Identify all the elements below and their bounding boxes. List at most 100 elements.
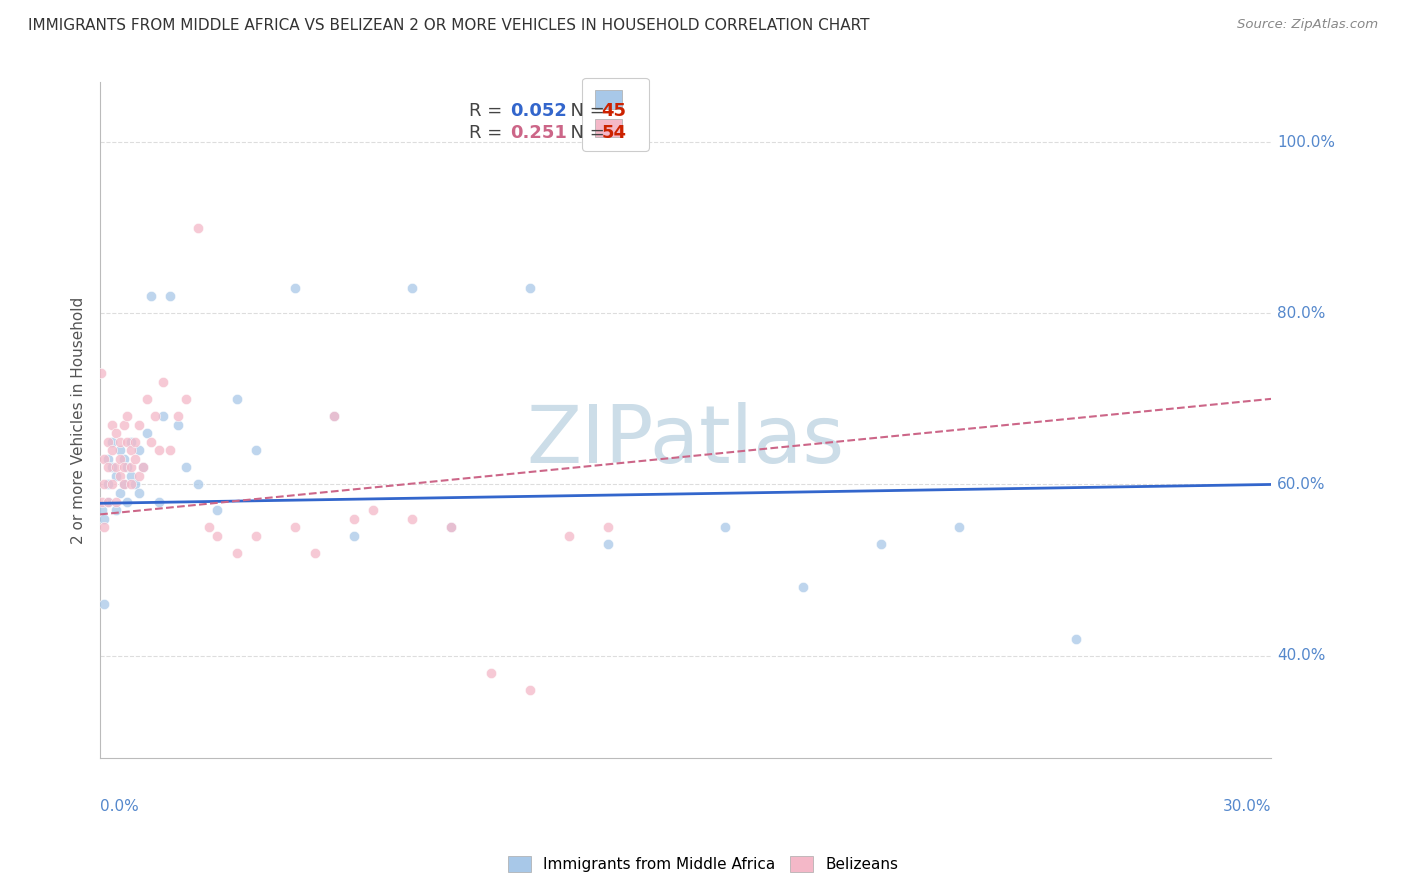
Point [440, 520, 463, 534]
Point [304, 546, 326, 560]
Text: 0.251: 0.251 [510, 124, 567, 142]
Point [440, 520, 463, 534]
Point [187, 220, 209, 235]
Point [93, 477, 115, 491]
Point [207, 529, 229, 543]
Point [139, 434, 162, 449]
Point [596, 520, 619, 534]
Point [596, 537, 619, 551]
Point [108, 434, 131, 449]
Point [167, 409, 190, 423]
Point [207, 503, 229, 517]
Point [148, 443, 170, 458]
Point [97, 477, 120, 491]
Point [97, 434, 120, 449]
Point [519, 280, 541, 294]
Point [93, 511, 115, 525]
Point [120, 477, 142, 491]
Point [112, 451, 135, 466]
Point [128, 417, 150, 432]
Point [104, 503, 127, 517]
Legend: , : , [582, 78, 648, 151]
Point [323, 409, 346, 423]
Point [187, 477, 209, 491]
Point [101, 443, 124, 458]
Text: N =: N = [560, 102, 610, 120]
Point [139, 289, 162, 303]
Point [284, 280, 307, 294]
Point [112, 477, 135, 491]
Point [225, 392, 247, 406]
Point [91, 494, 114, 508]
Point [117, 494, 139, 508]
Point [120, 460, 142, 475]
Point [1064, 632, 1087, 646]
Point [128, 486, 150, 500]
Text: 0.0%: 0.0% [100, 799, 139, 814]
Point [120, 443, 142, 458]
Point [97, 494, 120, 508]
Point [104, 426, 127, 441]
Point [117, 460, 139, 475]
Point [93, 597, 115, 611]
Point [159, 289, 181, 303]
Point [479, 665, 502, 680]
Text: 30.0%: 30.0% [1223, 799, 1271, 814]
Point [104, 469, 127, 483]
Text: IMMIGRANTS FROM MIDDLE AFRICA VS BELIZEAN 2 OR MORE VEHICLES IN HOUSEHOLD CORREL: IMMIGRANTS FROM MIDDLE AFRICA VS BELIZEA… [28, 18, 870, 33]
Point [97, 460, 120, 475]
Text: R =: R = [470, 102, 508, 120]
Text: 100.0%: 100.0% [1277, 135, 1336, 150]
Point [343, 511, 366, 525]
Point [101, 477, 124, 491]
Text: 40.0%: 40.0% [1277, 648, 1326, 663]
Point [117, 434, 139, 449]
Point [401, 511, 423, 525]
Point [136, 426, 159, 441]
Point [519, 682, 541, 697]
Point [120, 469, 142, 483]
Point [93, 451, 115, 466]
Point [91, 503, 114, 517]
Point [132, 460, 155, 475]
Point [948, 520, 970, 534]
Point [112, 460, 135, 475]
Point [401, 280, 423, 294]
Point [148, 494, 170, 508]
Point [174, 392, 197, 406]
Point [152, 409, 174, 423]
Point [284, 520, 307, 534]
Point [557, 529, 579, 543]
Point [108, 486, 131, 500]
Point [104, 460, 127, 475]
Point [152, 375, 174, 389]
Point [101, 434, 124, 449]
Point [870, 537, 893, 551]
Text: 45: 45 [602, 102, 627, 120]
Point [174, 460, 197, 475]
Point [792, 580, 814, 594]
Point [90, 366, 112, 380]
Point [323, 409, 346, 423]
Point [117, 409, 139, 423]
Point [108, 451, 131, 466]
Point [112, 477, 135, 491]
Point [101, 460, 124, 475]
Legend: Immigrants from Middle Africa, Belizeans: Immigrants from Middle Africa, Belizeans [501, 848, 905, 880]
Point [108, 469, 131, 483]
Point [128, 443, 150, 458]
Text: N =: N = [560, 124, 610, 142]
Point [124, 434, 146, 449]
Text: 54: 54 [602, 124, 627, 142]
Point [124, 451, 146, 466]
Point [143, 409, 166, 423]
Point [132, 460, 155, 475]
Point [104, 494, 127, 508]
Text: 60.0%: 60.0% [1277, 477, 1326, 492]
Point [108, 443, 131, 458]
Text: Source: ZipAtlas.com: Source: ZipAtlas.com [1237, 18, 1378, 31]
Text: R =: R = [470, 124, 508, 142]
Point [245, 443, 267, 458]
Point [159, 443, 181, 458]
Y-axis label: 2 or more Vehicles in Household: 2 or more Vehicles in Household [72, 297, 86, 544]
